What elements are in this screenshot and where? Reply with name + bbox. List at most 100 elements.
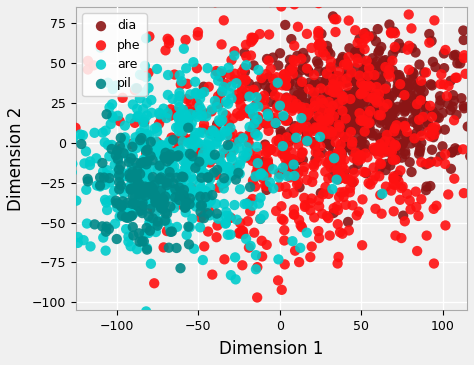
- dia: [286, 57, 294, 63]
- are: [183, 151, 191, 157]
- dia: [457, 95, 465, 101]
- dia: [387, 103, 394, 108]
- dia: [422, 103, 429, 109]
- phe: [441, 151, 449, 157]
- phe: [401, 124, 409, 130]
- dia: [323, 141, 331, 146]
- are: [167, 194, 174, 200]
- pil: [108, 146, 115, 152]
- are: [140, 202, 148, 208]
- are: [97, 45, 104, 51]
- phe: [301, 204, 309, 210]
- dia: [348, 98, 356, 104]
- phe: [357, 91, 365, 97]
- dia: [401, 109, 409, 115]
- dia: [346, 97, 354, 103]
- phe: [335, 194, 343, 200]
- dia: [366, 125, 374, 131]
- are: [222, 220, 230, 226]
- are: [174, 114, 182, 120]
- pil: [145, 214, 153, 219]
- phe: [273, 105, 281, 111]
- phe: [425, 129, 432, 135]
- phe: [264, 119, 271, 125]
- phe: [238, 69, 246, 75]
- are: [185, 190, 193, 196]
- dia: [394, 83, 401, 89]
- are: [182, 65, 190, 71]
- phe: [244, 218, 252, 224]
- dia: [376, 166, 383, 172]
- are: [141, 63, 149, 69]
- are: [74, 234, 82, 240]
- are: [109, 113, 116, 119]
- dia: [347, 71, 355, 77]
- pil: [22, 211, 30, 217]
- Legend: dia, phe, are, pil: dia, phe, are, pil: [82, 13, 147, 96]
- dia: [291, 123, 299, 129]
- are: [121, 134, 129, 140]
- phe: [254, 295, 261, 300]
- phe: [337, 189, 344, 195]
- phe: [246, 131, 253, 137]
- dia: [323, 89, 331, 95]
- dia: [391, 118, 399, 124]
- are: [218, 68, 225, 74]
- dia: [311, 122, 319, 128]
- pil: [134, 182, 141, 188]
- phe: [290, 105, 297, 111]
- dia: [331, 82, 339, 88]
- dia: [448, 149, 456, 155]
- phe: [311, 103, 319, 109]
- phe: [286, 174, 294, 180]
- dia: [334, 126, 341, 132]
- phe: [303, 138, 311, 144]
- are: [109, 115, 117, 120]
- are: [141, 180, 149, 185]
- pil: [103, 224, 110, 230]
- are: [333, 177, 340, 182]
- dia: [328, 173, 336, 179]
- dia: [262, 121, 269, 127]
- dia: [318, 31, 325, 37]
- phe: [254, 165, 262, 170]
- are: [87, 243, 94, 249]
- dia: [367, 101, 375, 107]
- pil: [163, 180, 170, 186]
- phe: [283, 117, 291, 123]
- phe: [319, 123, 326, 128]
- are: [142, 180, 149, 186]
- dia: [283, 95, 290, 100]
- phe: [227, 215, 235, 221]
- phe: [376, 160, 384, 166]
- phe: [90, 62, 98, 68]
- are: [133, 165, 141, 170]
- pil: [128, 144, 136, 150]
- phe: [182, 37, 190, 43]
- phe: [267, 146, 274, 152]
- phe: [274, 104, 282, 110]
- dia: [295, 96, 302, 102]
- pil: [143, 161, 150, 167]
- phe: [372, 97, 379, 103]
- phe: [280, 217, 287, 223]
- phe: [234, 137, 241, 143]
- are: [233, 217, 241, 223]
- are: [176, 72, 183, 78]
- are: [143, 131, 151, 137]
- dia: [420, 116, 428, 122]
- are: [236, 139, 243, 145]
- are: [241, 201, 248, 207]
- are: [212, 141, 219, 147]
- phe: [370, 165, 377, 170]
- phe: [301, 195, 308, 201]
- phe: [326, 153, 333, 159]
- phe: [297, 222, 304, 228]
- pil: [103, 111, 110, 117]
- pil: [138, 238, 146, 244]
- phe: [264, 149, 271, 155]
- dia: [351, 74, 359, 80]
- phe: [261, 97, 268, 103]
- phe: [194, 107, 202, 112]
- phe: [217, 90, 225, 96]
